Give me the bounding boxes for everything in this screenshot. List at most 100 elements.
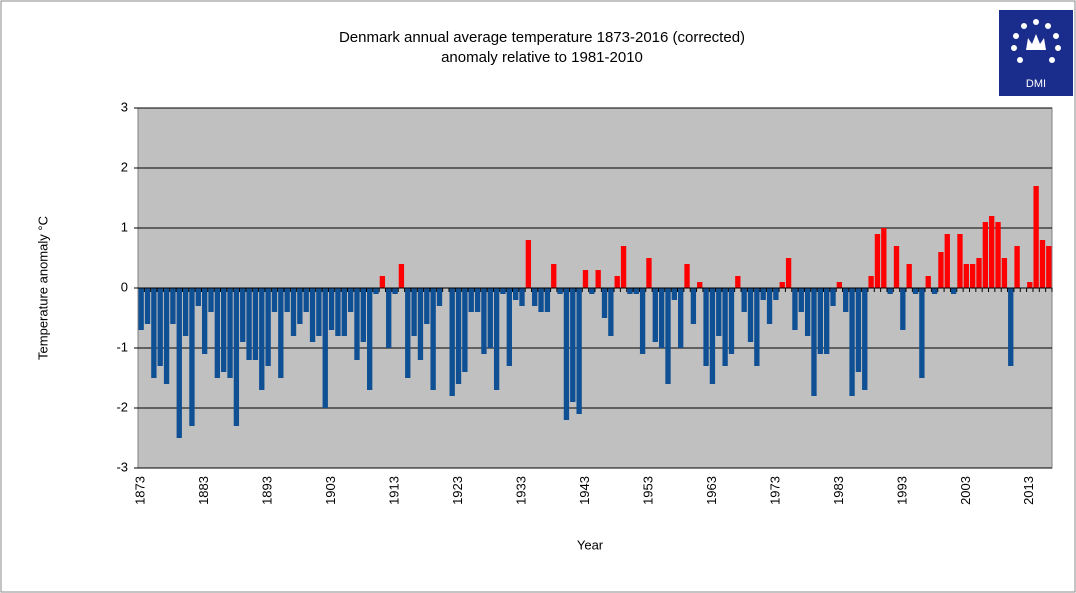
x-tick-label: 1903 bbox=[323, 476, 338, 505]
bar bbox=[493, 288, 500, 390]
bar bbox=[639, 288, 646, 354]
chart-title: Denmark annual average temperature 1873-… bbox=[339, 29, 745, 46]
x-tick-label: 2013 bbox=[1021, 476, 1036, 505]
bar bbox=[430, 288, 436, 390]
bar bbox=[322, 288, 328, 408]
bar bbox=[151, 288, 157, 378]
bar bbox=[1008, 288, 1014, 366]
bar bbox=[500, 288, 506, 294]
bar bbox=[646, 258, 652, 288]
bar bbox=[887, 288, 893, 294]
bar bbox=[766, 288, 773, 324]
bar bbox=[1039, 240, 1046, 288]
bar bbox=[779, 282, 785, 288]
bar bbox=[265, 288, 271, 366]
bar bbox=[354, 288, 360, 360]
bar bbox=[963, 264, 969, 288]
bar bbox=[760, 288, 766, 300]
bar bbox=[309, 288, 316, 342]
bar bbox=[665, 288, 671, 384]
bar bbox=[1033, 186, 1039, 288]
bar bbox=[405, 288, 411, 378]
x-tick-label: 2003 bbox=[958, 476, 973, 505]
bar bbox=[868, 276, 874, 288]
bar bbox=[900, 288, 906, 330]
bar bbox=[557, 288, 563, 294]
logo-text: DMI bbox=[1026, 78, 1046, 90]
bar bbox=[468, 288, 474, 312]
bar bbox=[722, 288, 728, 366]
x-tick-label: 1943 bbox=[577, 476, 592, 505]
bar bbox=[843, 288, 849, 312]
y-tick-label: 1 bbox=[121, 219, 128, 234]
x-tick-label: 1983 bbox=[831, 476, 846, 505]
bar bbox=[233, 288, 240, 426]
bar bbox=[576, 288, 582, 414]
bar bbox=[728, 288, 735, 354]
bar bbox=[532, 288, 538, 306]
bar bbox=[608, 288, 614, 336]
bar bbox=[601, 288, 608, 318]
bar bbox=[303, 288, 309, 312]
y-tick-label: 3 bbox=[121, 99, 128, 114]
bar bbox=[620, 246, 627, 288]
logo: DMI bbox=[999, 10, 1073, 96]
bar bbox=[347, 288, 354, 312]
bar bbox=[481, 288, 487, 354]
bar bbox=[798, 288, 804, 312]
x-tick-label: 1963 bbox=[704, 476, 719, 505]
bar bbox=[741, 288, 747, 312]
y-tick-label: 0 bbox=[121, 279, 128, 294]
bar bbox=[658, 288, 665, 348]
bar bbox=[544, 288, 551, 312]
bar bbox=[506, 288, 512, 366]
bar bbox=[1001, 258, 1008, 288]
bar bbox=[633, 288, 639, 294]
bar bbox=[804, 288, 811, 336]
bar bbox=[474, 288, 481, 312]
bar bbox=[855, 288, 862, 372]
bar bbox=[240, 288, 246, 342]
bar bbox=[328, 288, 335, 330]
bar bbox=[595, 270, 601, 288]
bar bbox=[627, 288, 633, 294]
bar bbox=[246, 288, 252, 360]
bar bbox=[214, 288, 221, 378]
bar bbox=[201, 288, 208, 354]
bar bbox=[208, 288, 214, 312]
bar bbox=[614, 276, 620, 288]
bar bbox=[252, 288, 259, 360]
y-tick-label: 2 bbox=[121, 159, 128, 174]
bar bbox=[589, 288, 595, 294]
bar bbox=[195, 288, 201, 306]
bar bbox=[335, 288, 341, 336]
bar bbox=[976, 258, 982, 288]
bar bbox=[652, 288, 658, 342]
bar bbox=[773, 288, 779, 300]
bar bbox=[360, 288, 366, 342]
logo-dots bbox=[1011, 19, 1061, 63]
bar bbox=[582, 270, 589, 288]
bar bbox=[163, 288, 170, 384]
bar bbox=[830, 288, 836, 306]
bar bbox=[398, 264, 405, 288]
bar bbox=[462, 288, 468, 372]
bar bbox=[392, 288, 398, 294]
bar bbox=[836, 282, 843, 288]
bar bbox=[690, 288, 697, 324]
bar bbox=[278, 288, 284, 378]
bar bbox=[563, 288, 570, 420]
bar bbox=[316, 288, 322, 336]
bar bbox=[189, 288, 195, 426]
bar bbox=[697, 282, 703, 288]
bar bbox=[982, 222, 989, 288]
x-tick-label: 1893 bbox=[260, 476, 275, 505]
bar bbox=[487, 288, 493, 348]
bar bbox=[678, 288, 684, 348]
bar bbox=[138, 288, 144, 330]
bar bbox=[811, 288, 817, 396]
bar bbox=[893, 246, 900, 288]
x-tick-label: 1923 bbox=[450, 476, 465, 505]
x-tick-label: 1933 bbox=[513, 476, 528, 505]
bar bbox=[227, 288, 233, 378]
